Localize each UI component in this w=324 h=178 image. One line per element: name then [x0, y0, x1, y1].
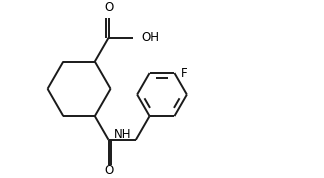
- Text: O: O: [104, 164, 113, 177]
- Text: OH: OH: [142, 31, 160, 44]
- Text: O: O: [104, 1, 113, 14]
- Text: NH: NH: [113, 127, 131, 140]
- Text: F: F: [181, 67, 188, 80]
